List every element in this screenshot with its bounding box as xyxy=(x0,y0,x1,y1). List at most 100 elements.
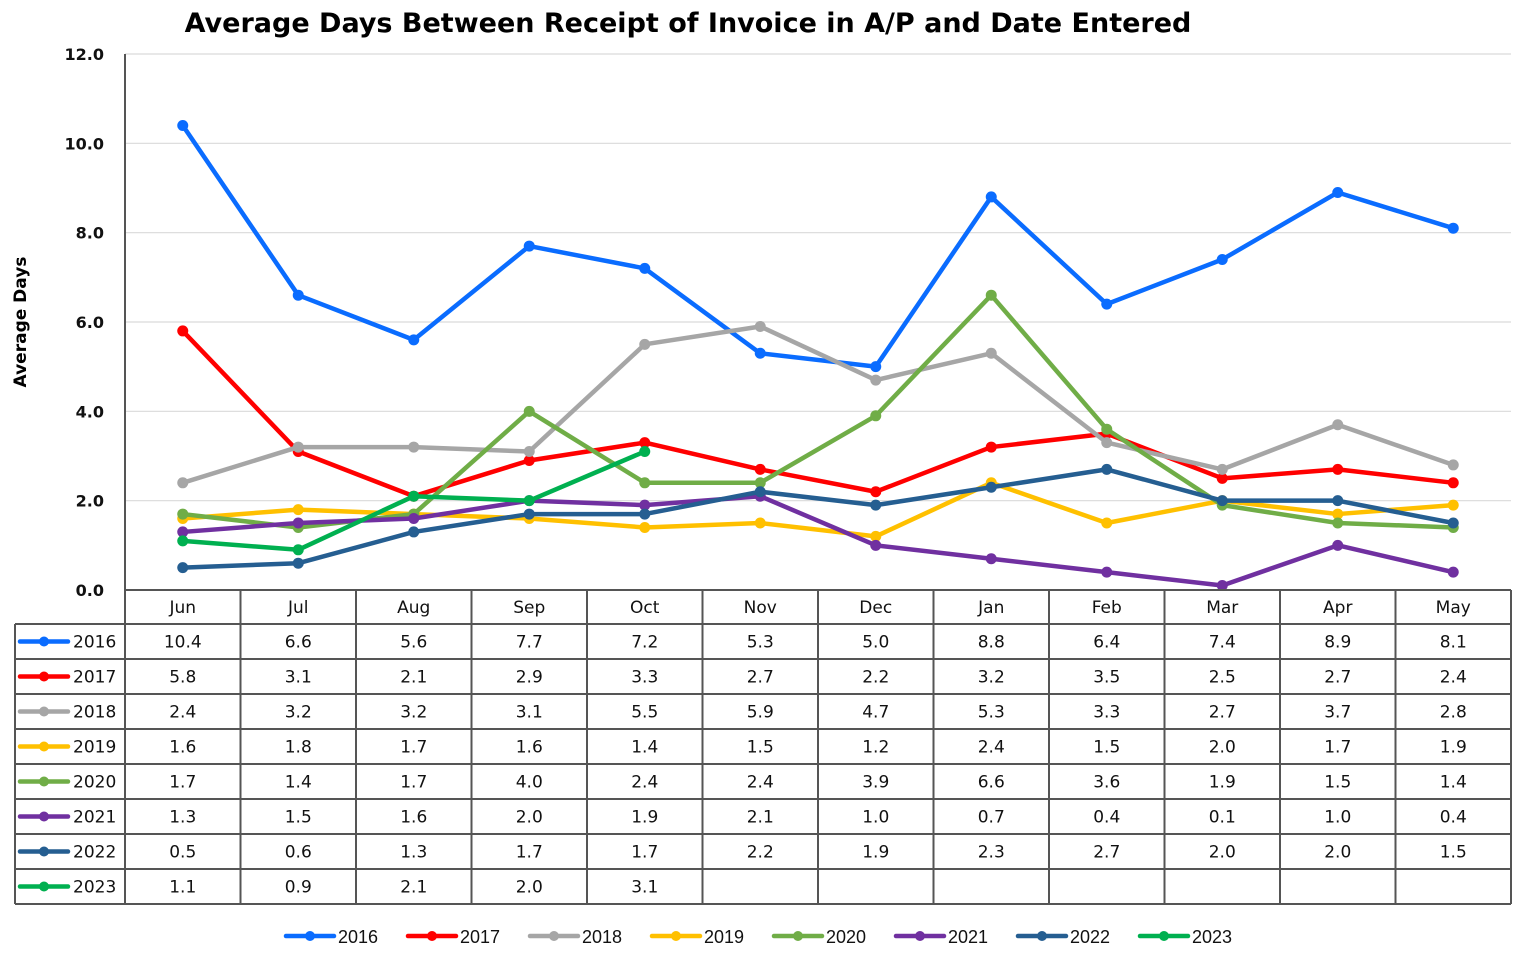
table-cell: 10.4 xyxy=(164,633,202,653)
legend-key-marker xyxy=(39,811,49,822)
legend-item-2018: 2018 xyxy=(527,927,622,947)
y-tick-label: 6.0 xyxy=(76,313,104,332)
data-point xyxy=(292,441,304,453)
table-cell: 6.6 xyxy=(978,773,1005,793)
table-cell: 2.4 xyxy=(978,738,1005,758)
x-category-label: Jan xyxy=(977,598,1004,618)
data-point xyxy=(177,477,189,489)
chart-title: Average Days Between Receipt of Invoice … xyxy=(185,8,1192,39)
data-point xyxy=(639,446,651,458)
data-point xyxy=(1101,298,1113,310)
legend-item-2021: 2021 xyxy=(893,927,988,947)
data-point xyxy=(177,526,189,538)
table-cell: 3.3 xyxy=(1093,703,1120,723)
table-cell: 2.0 xyxy=(516,808,543,828)
x-category-label: May xyxy=(1436,598,1471,618)
table-cell: 5.5 xyxy=(631,703,658,723)
data-point xyxy=(985,289,997,301)
series-2016 xyxy=(177,119,1459,373)
y-axis-ticks: 0.0 2.0 4.0 6.0 8.0 10.0 12.0 xyxy=(65,45,104,600)
legend-marker xyxy=(671,931,681,941)
data-point xyxy=(1101,566,1113,578)
legend-key-marker xyxy=(39,636,49,647)
legend-key-marker xyxy=(39,706,49,717)
table-cell: 7.4 xyxy=(1209,633,1236,653)
table-cell: 3.5 xyxy=(1093,668,1120,688)
data-point xyxy=(408,526,420,538)
table-row-label: 2017 xyxy=(73,668,116,688)
data-point xyxy=(985,191,997,203)
y-tick-label: 8.0 xyxy=(76,224,104,243)
table-cell: 1.6 xyxy=(400,808,427,828)
table-cell: 2.7 xyxy=(1209,703,1236,723)
table-cell: 2.4 xyxy=(747,773,774,793)
table-cell: 3.2 xyxy=(978,668,1005,688)
table-cell: 1.3 xyxy=(169,808,196,828)
data-point xyxy=(177,562,189,574)
table-cell: 1.5 xyxy=(1440,843,1467,863)
data-point xyxy=(177,325,189,337)
legend-key-marker xyxy=(39,671,49,682)
data-point xyxy=(523,405,535,417)
y-tick-label: 12.0 xyxy=(65,45,104,64)
series-lines xyxy=(177,119,1459,592)
table-cell: 1.9 xyxy=(1440,738,1467,758)
data-point xyxy=(292,289,304,301)
table-cell: 0.9 xyxy=(285,878,312,898)
table-cell: 8.9 xyxy=(1324,633,1351,653)
data-point xyxy=(639,477,651,489)
table-row-label: 2019 xyxy=(73,738,116,758)
legend-marker xyxy=(1037,931,1047,941)
data-point xyxy=(292,517,304,529)
table-cell: 2.4 xyxy=(169,703,196,723)
x-category-label: Mar xyxy=(1206,598,1238,618)
data-point xyxy=(523,454,535,466)
x-category-label: Dec xyxy=(859,598,892,618)
table-cell: 0.4 xyxy=(1093,808,1120,828)
table-cell: 4.0 xyxy=(516,773,543,793)
table-cell: 7.7 xyxy=(516,633,543,653)
table-cell: 2.1 xyxy=(400,878,427,898)
table-cell: 3.1 xyxy=(631,878,658,898)
x-category-label: Jun xyxy=(168,598,196,618)
table-cell: 3.9 xyxy=(862,773,889,793)
x-category-label: Feb xyxy=(1092,598,1122,618)
data-point xyxy=(870,410,882,422)
data-point xyxy=(754,486,766,498)
legend-label: 2018 xyxy=(582,927,622,947)
data-point xyxy=(1332,508,1344,520)
series-line-2018 xyxy=(182,324,1454,485)
data-point xyxy=(1332,463,1344,475)
table-cell: 2.0 xyxy=(516,878,543,898)
data-point xyxy=(870,374,882,386)
series-line-2017 xyxy=(181,329,1454,499)
data-point xyxy=(754,477,766,489)
table-cell: 2.0 xyxy=(1209,843,1236,863)
table-cell: 3.6 xyxy=(1093,773,1120,793)
series-line-2022 xyxy=(182,467,1454,570)
table-cell: 2.7 xyxy=(747,668,774,688)
x-category-label: Jul xyxy=(287,598,309,618)
legend-key-marker xyxy=(39,881,49,892)
table-cell: 2.7 xyxy=(1093,843,1120,863)
y-tick-label: 2.0 xyxy=(76,492,104,511)
data-point xyxy=(985,553,997,565)
data-point xyxy=(870,499,882,511)
series-2022 xyxy=(177,463,1459,574)
table-cell: 2.4 xyxy=(631,773,658,793)
data-point xyxy=(523,446,535,458)
legend-label: 2023 xyxy=(1192,927,1232,947)
data-point xyxy=(1447,459,1459,471)
table-cell: 2.3 xyxy=(978,843,1005,863)
table-cell: 5.3 xyxy=(978,703,1005,723)
data-point xyxy=(1332,517,1344,529)
legend: 2016 2017 2018 2019 2020 2021 2022 2023 xyxy=(283,927,1232,947)
table-cell: 3.1 xyxy=(285,668,312,688)
table-cell: 5.8 xyxy=(169,668,196,688)
table-cell: 1.4 xyxy=(285,773,312,793)
table-cell: 1.7 xyxy=(1324,738,1351,758)
series-2023 xyxy=(177,446,651,556)
table-cell: 3.1 xyxy=(516,703,543,723)
data-point xyxy=(639,508,651,520)
